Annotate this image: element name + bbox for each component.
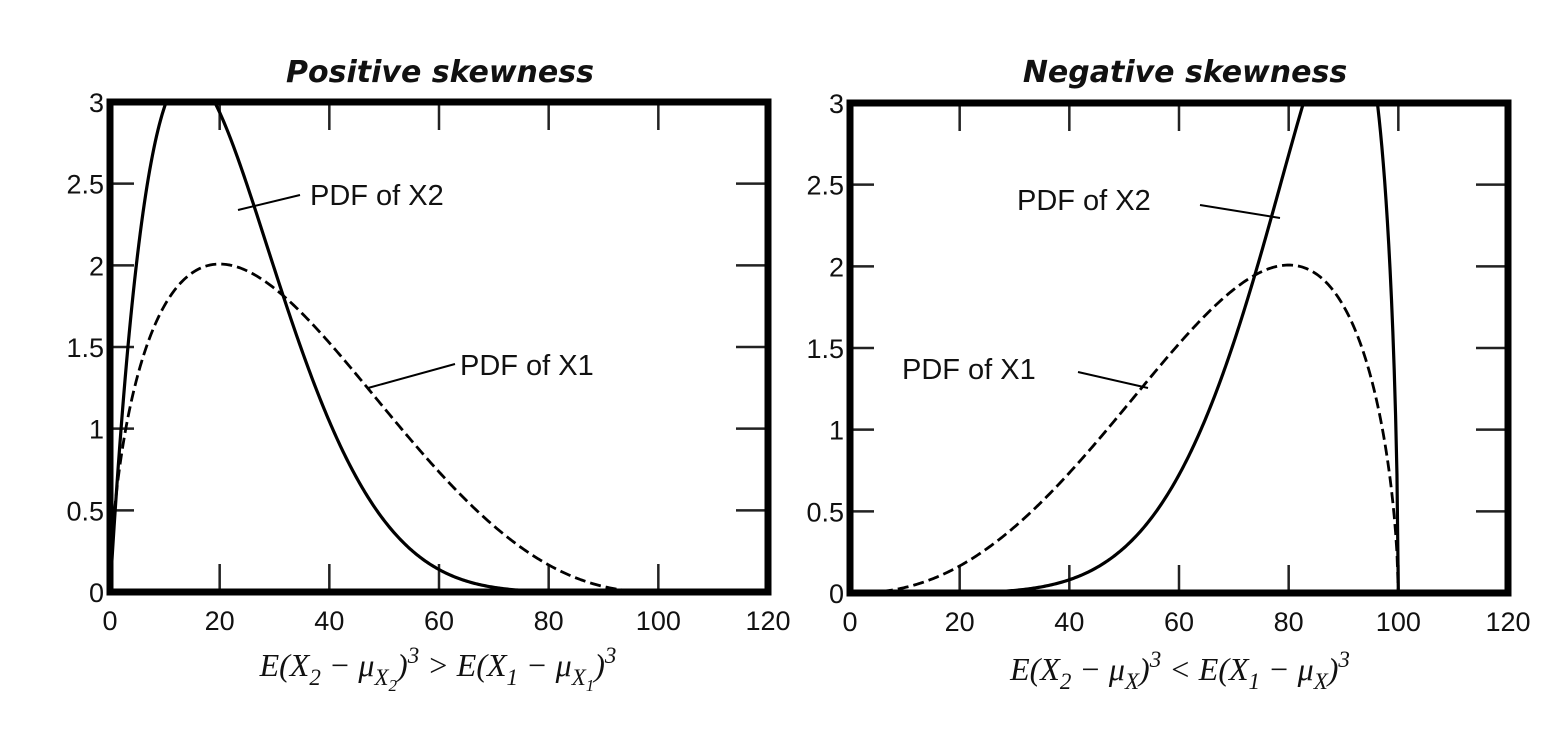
annotation-leader-x2 — [237, 194, 301, 211]
pdf-of-x1-curve — [108, 262, 659, 594]
y-tick-labels: 0 0.5 1 1.5 2 2.5 3 — [806, 89, 844, 609]
x-tick-label: 80 — [1274, 607, 1304, 637]
y-tick-label: 1.5 — [66, 333, 104, 363]
y-tick-label: 2 — [829, 252, 844, 282]
x-axis-label: E(X2 − μX)3 < E(X1 − μX)3 — [1009, 647, 1350, 694]
annotation-pdf-x2: PDF of X2 — [1017, 185, 1151, 217]
chart-title: Negative skewness — [1023, 55, 1347, 90]
x-tick-labels: 0 20 40 60 80 100 120 — [102, 606, 790, 636]
x-tick-label: 120 — [745, 606, 790, 636]
annotation-leader-x1 — [367, 363, 456, 389]
pdf-of-x2-curve — [108, 100, 659, 594]
chart-negative-skewness: Negative skewness 0 0.5 1 1.5 2 2.5 3 0 20 40 60 8… — [806, 55, 1530, 694]
x-tick-label: 0 — [842, 607, 857, 637]
x-tick-label: 120 — [1485, 607, 1530, 637]
tick-marks — [110, 102, 768, 592]
annotation-leader-x2 — [1199, 204, 1281, 219]
chart-positive-skewness: Positive skewness 0 0.5 1 1.5 2 2.5 3 0 20 40 60 8… — [66, 55, 790, 695]
x-tick-label: 60 — [1164, 607, 1194, 637]
x-tick-label: 20 — [945, 607, 975, 637]
y-tick-labels: 0 0.5 1 1.5 2 2.5 3 — [66, 88, 104, 608]
y-tick-label: 2.5 — [66, 170, 104, 200]
y-tick-label: 1 — [89, 415, 104, 445]
annotation-pdf-x2: PDF of X2 — [310, 180, 444, 212]
y-tick-label: 1 — [829, 416, 844, 446]
y-tick-label: 3 — [89, 88, 104, 118]
y-tick-label: 2.5 — [806, 171, 844, 201]
pdf-of-x2-curve — [850, 101, 1400, 595]
pdf-of-x1-curve — [850, 263, 1400, 595]
y-tick-label: 2 — [89, 251, 104, 281]
annotation-pdf-x1: PDF of X1 — [902, 354, 1036, 386]
annotation-pdf-x1: PDF of X1 — [460, 350, 594, 382]
plot-frame — [846, 99, 1512, 597]
curves — [108, 100, 659, 594]
x-tick-label: 0 — [102, 606, 117, 636]
tick-marks — [850, 103, 1508, 593]
y-tick-label: 0.5 — [66, 496, 104, 526]
x-tick-label: 40 — [1054, 607, 1084, 637]
chart-title: Positive skewness — [286, 55, 594, 90]
x-axis-label: E(X2 − μX2)3 > E(X1 − μX1)3 — [259, 643, 617, 695]
x-tick-label: 80 — [534, 606, 564, 636]
y-tick-label: 3 — [829, 89, 844, 119]
y-tick-label: 0 — [89, 578, 104, 608]
annotation-leader-x1 — [1077, 371, 1149, 389]
y-tick-label: 0 — [829, 579, 844, 609]
x-tick-label: 20 — [205, 606, 235, 636]
x-tick-label: 60 — [424, 606, 454, 636]
x-tick-label: 100 — [636, 606, 681, 636]
y-tick-label: 1.5 — [806, 334, 844, 364]
y-tick-label: 0.5 — [806, 497, 844, 527]
x-tick-labels: 0 20 40 60 80 100 120 — [842, 607, 1530, 637]
curves — [850, 101, 1400, 595]
x-tick-label: 40 — [314, 606, 344, 636]
plot-frame — [106, 98, 772, 596]
x-tick-label: 100 — [1376, 607, 1421, 637]
